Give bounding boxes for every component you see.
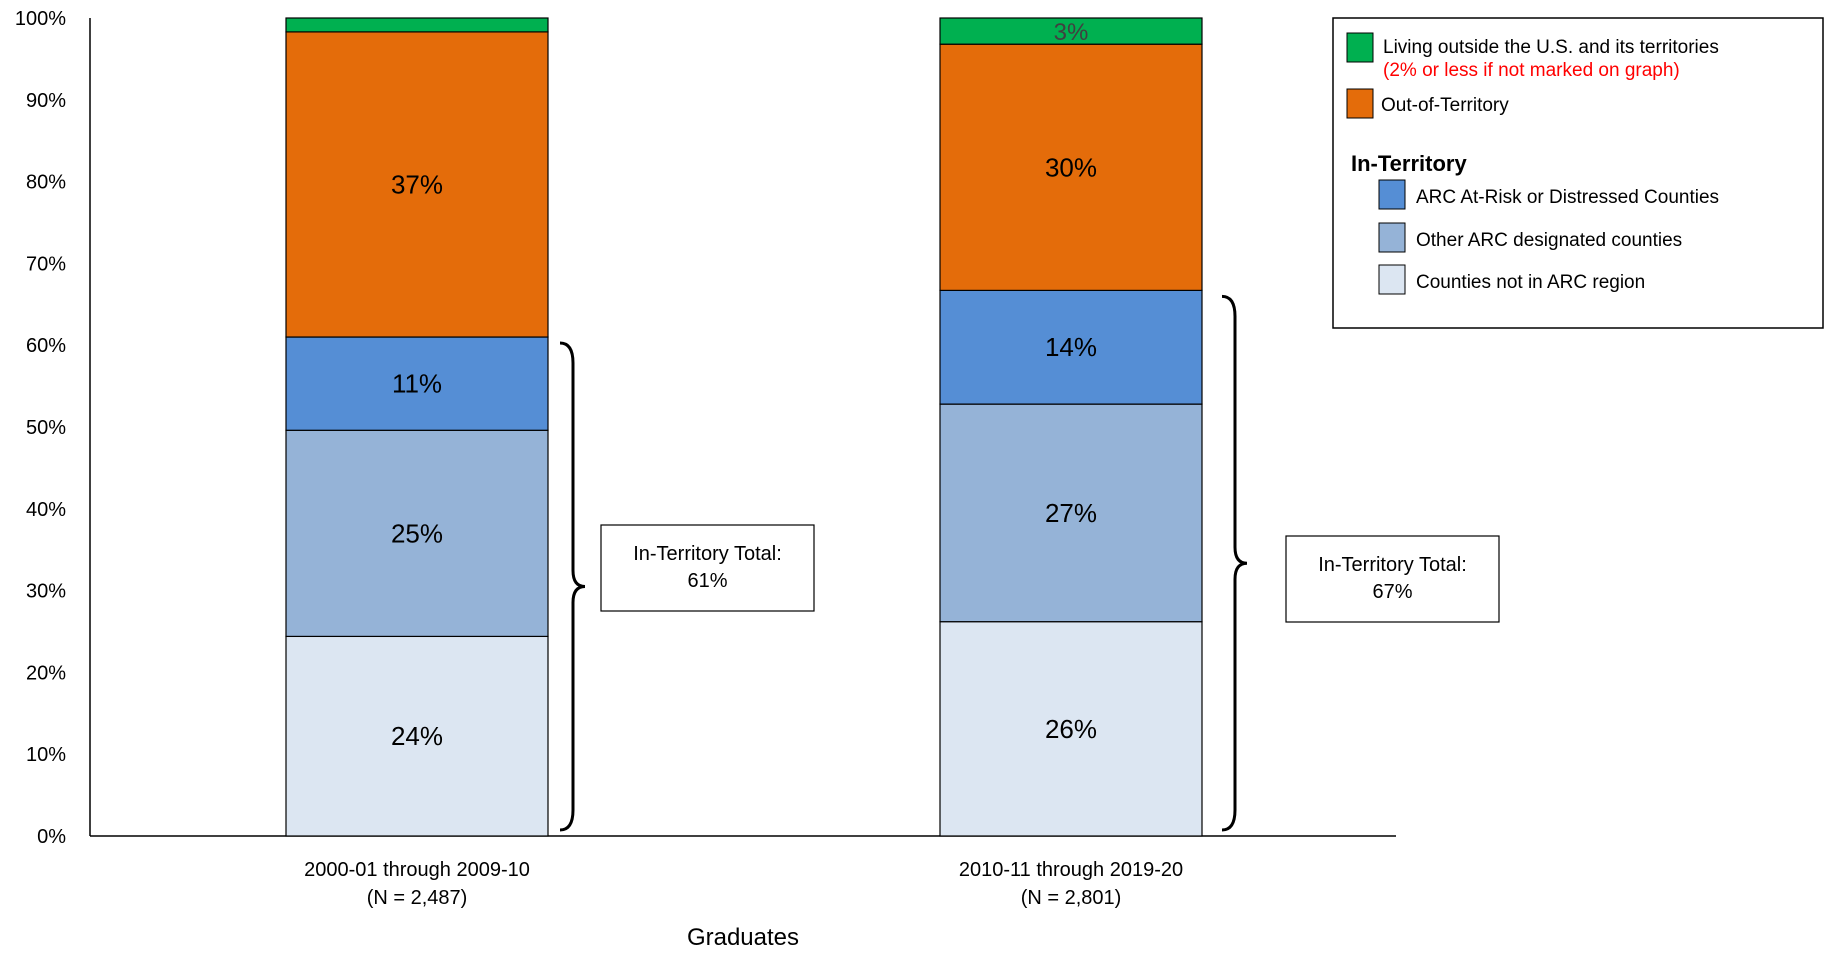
y-tick-label: 0% (37, 826, 66, 848)
in-territory-brace (559, 341, 586, 832)
x-tick-sublabel: (N = 2,801) (1021, 887, 1122, 909)
y-tick-label: 60% (26, 335, 66, 357)
x-tick-sublabel: (N = 2,487) (367, 887, 468, 909)
x-axis-title: Graduates (687, 924, 799, 951)
bar-segment (939, 43, 1203, 291)
y-tick-label: 90% (26, 90, 66, 112)
y-tick-label: 30% (26, 581, 66, 603)
legend-label: Counties not in ARC region (1416, 272, 1645, 293)
in-territory-total-box (600, 524, 815, 612)
bar-layer: 24% 25% 11% 37% 26% 27% 14% 30% 3% (285, 17, 1203, 837)
legend-label: Other ARC designated counties (1416, 230, 1682, 251)
legend-label: ARC At-Risk or Distressed Counties (1416, 187, 1719, 208)
axis-layer: 0% 10% 20% 30% 40% 50% 60% 70% 80% 90% 100% 2000-01… (15, 8, 1396, 951)
data-label: 30% (1045, 152, 1097, 182)
bar-segment (285, 336, 549, 431)
in-territory-total-label: In-Territory Total: (633, 543, 782, 565)
y-tick-label: 70% (26, 253, 66, 275)
legend: Living outside the U.S. and its territor… (1332, 17, 1824, 329)
data-label: 26% (1045, 714, 1097, 744)
y-tick-label: 80% (26, 172, 66, 194)
bar-segment (285, 635, 549, 837)
data-label: 11% (392, 369, 442, 399)
legend-swatch (1346, 88, 1374, 119)
legend-box (1332, 17, 1824, 329)
y-tick-label: 10% (26, 744, 66, 766)
data-label: 24% (391, 721, 443, 751)
in-territory-brace (1221, 294, 1248, 832)
bar-segment (285, 429, 549, 638)
x-tick-label: 2010-11 through 2019-20 (959, 859, 1183, 881)
data-label: 14% (1045, 332, 1097, 362)
x-tick-label: 2000-01 through 2009-10 (304, 859, 530, 881)
legend-swatch (1378, 179, 1406, 210)
bar-segment (939, 621, 1203, 837)
in-territory-total-value: 61% (687, 570, 727, 592)
y-tick-label: 100% (15, 8, 66, 30)
annotation-layer: In-Territory Total: 61% In-Territory Total… (559, 294, 1500, 832)
legend-group-heading: In-Territory (1351, 151, 1467, 176)
data-label: 3% (1054, 19, 1089, 46)
bar-segment (939, 17, 1203, 45)
bar-segment (285, 17, 549, 33)
legend-swatch (1346, 32, 1374, 63)
legend-swatch (1378, 264, 1406, 295)
data-label: 37% (391, 169, 443, 199)
in-territory-total-value: 67% (1372, 581, 1412, 603)
legend-swatch (1378, 222, 1406, 253)
legend-label: Living outside the U.S. and its territor… (1383, 37, 1719, 58)
y-tick-label: 20% (26, 662, 66, 684)
in-territory-total-label: In-Territory Total: (1318, 554, 1467, 576)
y-tick-label: 40% (26, 499, 66, 521)
bar-segment (939, 403, 1203, 623)
legend-note: (2% or less if not marked on graph) (1383, 60, 1680, 81)
data-label: 27% (1045, 498, 1097, 528)
y-tick-label: 50% (26, 417, 66, 439)
legend-label: Out-of-Territory (1381, 95, 1509, 116)
bar-segment (939, 289, 1203, 405)
in-territory-total-box (1285, 535, 1500, 623)
data-label: 25% (391, 518, 443, 548)
